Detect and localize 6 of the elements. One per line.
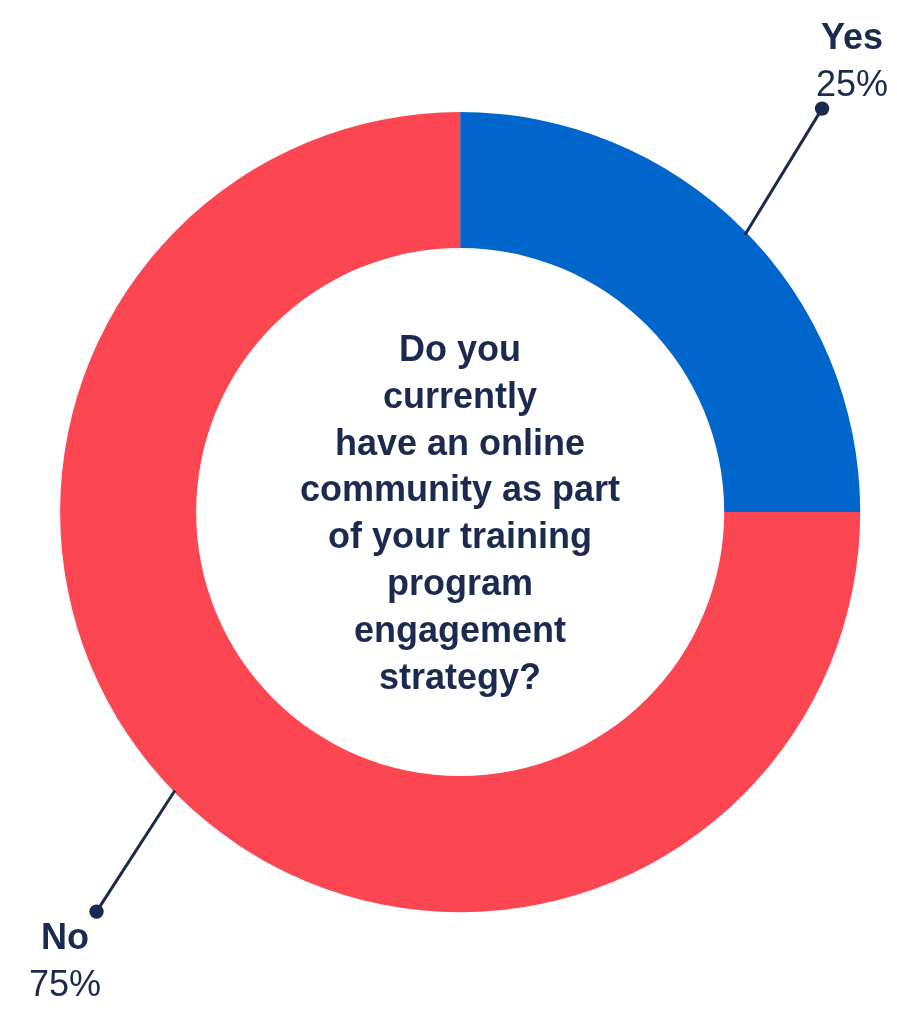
data-label: 25% [816, 62, 889, 104]
data-label: 75% [29, 962, 102, 1004]
slice-label: No [41, 916, 90, 957]
donut-slice [60, 112, 861, 912]
text: Do you currently have an online community as part of your training program engagement strategy? [300, 328, 621, 697]
slice-label: Yes [820, 16, 884, 57]
